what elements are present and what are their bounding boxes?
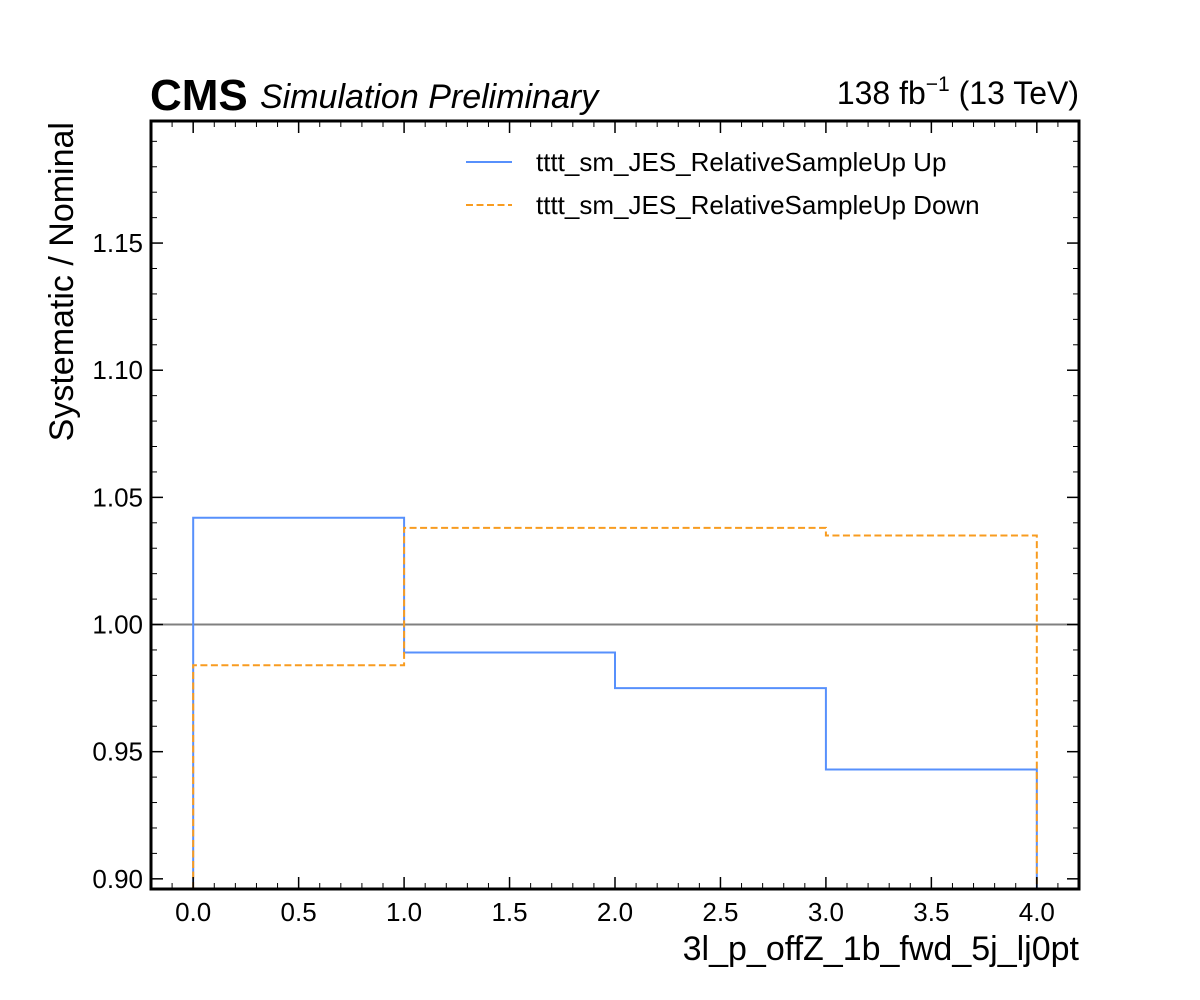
series-line-1 <box>192 516 1038 889</box>
status-label: Simulation Preliminary <box>260 78 600 116</box>
x-tick-label: 1.5 <box>491 897 527 927</box>
y-tick-label: 1.15 <box>92 228 143 258</box>
plot-frame <box>149 119 1081 891</box>
x-tick-label: 3.0 <box>808 897 844 927</box>
y-tick-label: 0.90 <box>92 864 143 894</box>
x-tick-label: 1.0 <box>386 897 422 927</box>
cms-label: CMS <box>150 71 248 120</box>
lumi-exponent: −1 <box>926 73 950 96</box>
x-tick-label: 3.5 <box>913 897 949 927</box>
y-tick-label: 1.05 <box>92 482 143 512</box>
x-tick-label: 2.0 <box>597 897 633 927</box>
legend: tttt_sm_JES_RelativeSampleUp Up tttt_sm_J… <box>466 147 980 220</box>
x-tick-label: 0.0 <box>175 897 211 927</box>
x-tick-label: 4.0 <box>1019 897 1055 927</box>
x-axis-label: 3l_p_offZ_1b_fwd_5j_lj0pt <box>683 930 1080 968</box>
y-tick-label: 1.10 <box>92 355 143 385</box>
y-axis-label: Systematic / Nominal <box>43 122 81 441</box>
legend-label-2: tttt_sm_JES_RelativeSampleUp Down <box>536 190 980 220</box>
series-line-2 <box>192 526 1038 889</box>
lumi-value: 138 fb <box>837 75 926 111</box>
y-tick-label: 0.95 <box>92 737 143 767</box>
legend-label-1: tttt_sm_JES_RelativeSampleUp Up <box>536 147 946 177</box>
x-tick-label: 0.5 <box>281 897 317 927</box>
lumi-label: 138 fb−1 (13 TeV) <box>837 73 1079 111</box>
y-tick-label: 1.00 <box>92 610 143 640</box>
x-tick-label: 2.5 <box>702 897 738 927</box>
energy-label: (13 TeV) <box>950 75 1079 111</box>
plot-area: 0.0 0.5 1.0 1.5 2.0 2.5 3.0 3.5 4.0 0.90 0.95 1.00 1… <box>92 119 1081 927</box>
